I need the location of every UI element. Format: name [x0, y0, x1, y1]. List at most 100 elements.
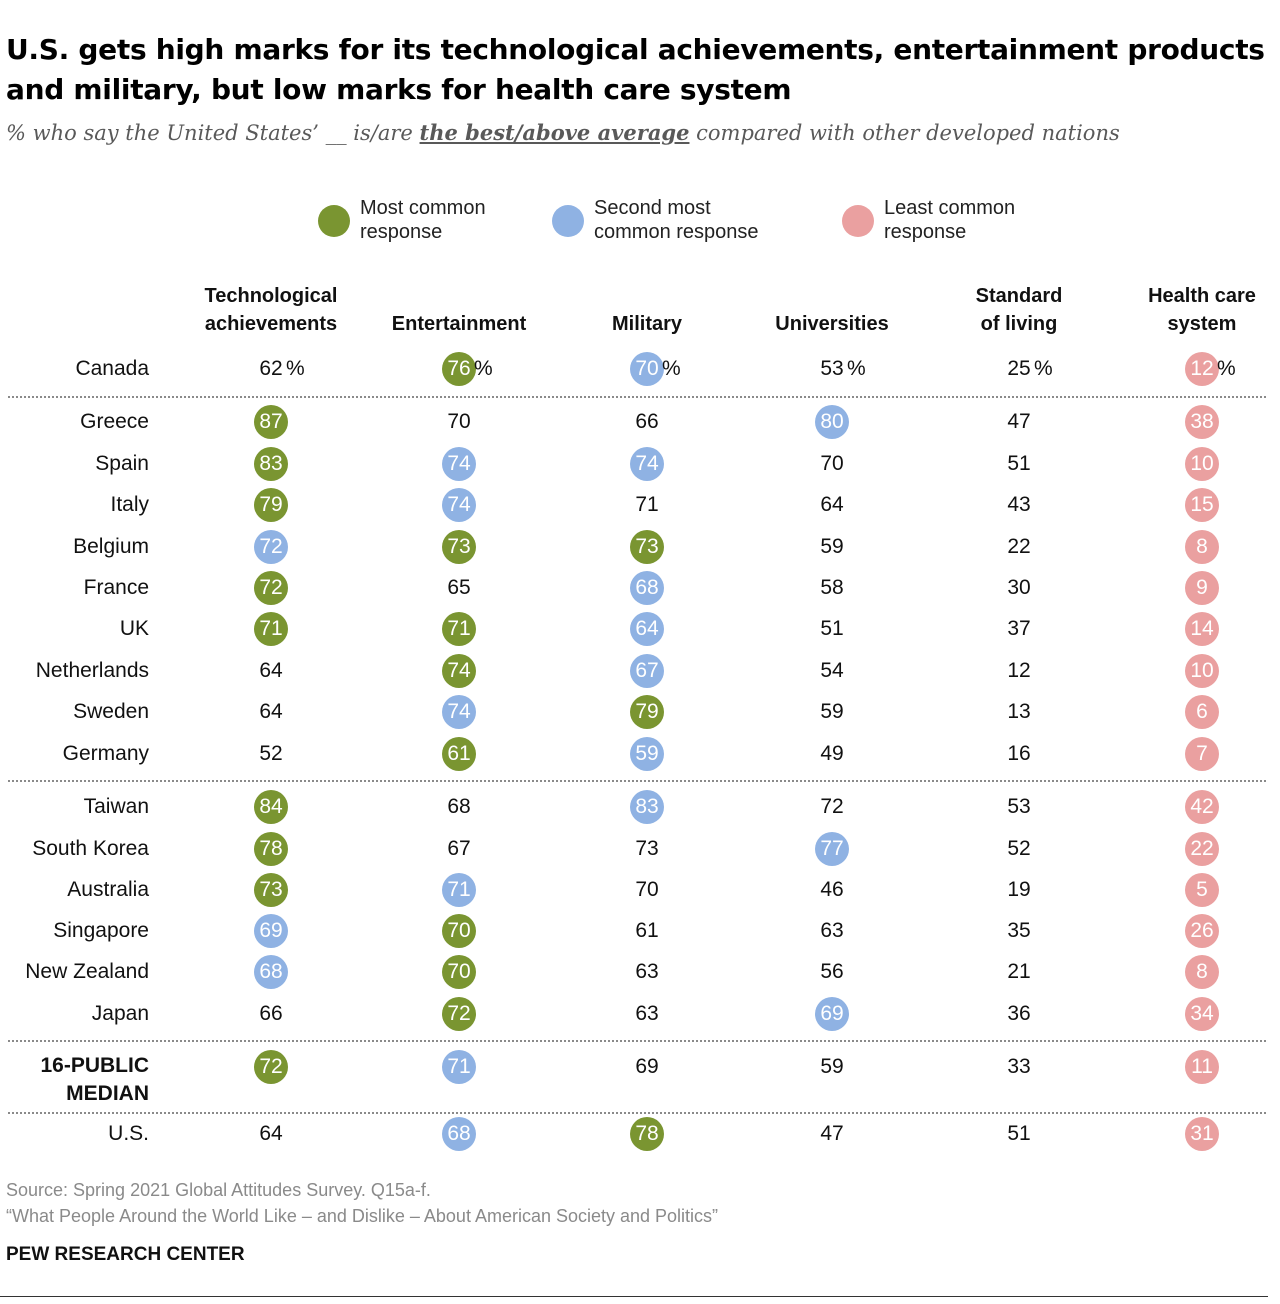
table-cell: 78	[254, 832, 288, 866]
table-cell: 68	[254, 955, 288, 989]
table-cell: 68	[442, 1117, 476, 1151]
column-header-line1	[369, 282, 549, 310]
table-cell: 59	[630, 737, 664, 771]
column-header-line2: Entertainment	[391, 313, 527, 335]
table-cell: 76	[442, 352, 476, 386]
table-cell: 47	[820, 1122, 844, 1145]
table-cell: 14	[1185, 612, 1219, 646]
table-cell: 10	[1185, 654, 1219, 688]
row-label: Netherlands	[35, 659, 149, 682]
row-label: Taiwan	[83, 795, 149, 818]
column-header-line1: Technological	[204, 285, 338, 307]
column-header-line1	[557, 282, 737, 310]
subtitle-before: % who say the United States’ __ is/are	[6, 121, 420, 145]
row-label: Belgium	[73, 535, 149, 558]
table-cell: 16	[1007, 742, 1031, 765]
legend-least-line1: Least common	[884, 197, 1016, 219]
table-cell: 47	[1007, 410, 1031, 433]
table-cell: 7	[1185, 737, 1219, 771]
table-cell: 34	[1185, 997, 1219, 1031]
table-cell: 71	[442, 1050, 476, 1084]
report-title-line: “What People Around the World Like – and…	[6, 1206, 719, 1226]
table-cell: 74	[442, 447, 476, 481]
row-label: 16-PUBLIC MEDIAN	[0, 1052, 149, 1108]
table-cell: 74	[442, 695, 476, 729]
table-cell: 21	[1007, 960, 1031, 983]
table-cell: 11	[1185, 1050, 1219, 1084]
table-cell: 64	[630, 612, 664, 646]
table-cell: 69	[815, 997, 849, 1031]
table-cell: 38	[1185, 405, 1219, 439]
subtitle-after: compared with other developed nations	[689, 121, 1120, 145]
legend-dot-most	[318, 205, 350, 237]
table-cell: 13	[1007, 700, 1031, 723]
table-cell: 87	[254, 405, 288, 439]
table-cell: 67	[630, 654, 664, 688]
legend-most-line2: response	[360, 221, 443, 243]
percent-sign: %	[474, 357, 493, 380]
table-cell: 5	[1185, 873, 1219, 907]
table-cell: 51	[1007, 452, 1031, 475]
table-cell: 66	[635, 410, 659, 433]
column-header-line2: Military	[611, 313, 683, 335]
percent-sign: %	[662, 357, 681, 380]
table-cell: 63	[820, 919, 844, 942]
table-cell: 64	[259, 700, 283, 723]
bottom-rule	[0, 1296, 1268, 1297]
row-label: Australia	[67, 878, 149, 901]
legend-least-line2: response	[884, 221, 967, 243]
table-cell: 68	[447, 795, 471, 818]
table-cell: 36	[1007, 1002, 1031, 1025]
table-cell: 63	[635, 1002, 659, 1025]
table-cell: 35	[1007, 919, 1031, 942]
percent-sign: %	[1217, 357, 1236, 380]
table-cell: 66	[259, 1002, 283, 1025]
table-cell: 54	[820, 659, 844, 682]
row-label: Sweden	[73, 700, 149, 723]
table-cell: 69	[254, 914, 288, 948]
percent-sign: %	[847, 357, 866, 380]
row-label-line1: 16-PUBLIC	[40, 1054, 149, 1077]
legend-label-least: Least common response	[884, 196, 1104, 244]
table-cell: 65	[447, 576, 471, 599]
table-cell: 52	[1007, 837, 1031, 860]
table-cell: 43	[1007, 493, 1031, 516]
table-cell: 6	[1185, 695, 1219, 729]
column-header: Technological achievements	[181, 282, 361, 338]
row-label: Greece	[80, 410, 149, 433]
section-divider	[8, 780, 1266, 782]
table-cell: 70	[820, 452, 844, 475]
legend-dot-least	[842, 205, 874, 237]
legend-second-line2: common response	[594, 221, 759, 243]
section-divider	[8, 1112, 1266, 1114]
column-header-line2: Universities	[775, 313, 889, 335]
table-cell: 68	[630, 571, 664, 605]
row-label: U.S.	[108, 1122, 149, 1145]
chart-subtitle: % who say the United States’ __ is/are t…	[6, 120, 1266, 145]
percent-sign: %	[286, 357, 305, 380]
table-cell: 26	[1185, 914, 1219, 948]
column-header: Entertainment	[369, 282, 549, 338]
table-cell: 64	[820, 493, 844, 516]
table-cell: 15	[1185, 488, 1219, 522]
table-cell: 70	[442, 914, 476, 948]
legend-most-line1: Most common	[360, 197, 486, 219]
table-cell: 9	[1185, 571, 1219, 605]
table-cell: 72	[820, 795, 844, 818]
column-header: Health care system	[1112, 282, 1280, 338]
table-cell: 59	[820, 1055, 844, 1078]
table-cell: 74	[442, 488, 476, 522]
table-cell: 22	[1185, 832, 1219, 866]
table-cell: 74	[630, 447, 664, 481]
row-label: France	[83, 576, 149, 599]
column-header-line1: Standard	[975, 285, 1063, 307]
table-cell: 67	[447, 837, 471, 860]
column-header: Universities	[742, 282, 922, 338]
table-cell: 77	[815, 832, 849, 866]
table-cell: 70	[635, 878, 659, 901]
column-header: Military	[557, 282, 737, 338]
table-cell: 31	[1185, 1117, 1219, 1151]
table-cell: 70	[442, 955, 476, 989]
table-cell: 33	[1007, 1055, 1031, 1078]
column-header-line2: system	[1167, 313, 1237, 335]
